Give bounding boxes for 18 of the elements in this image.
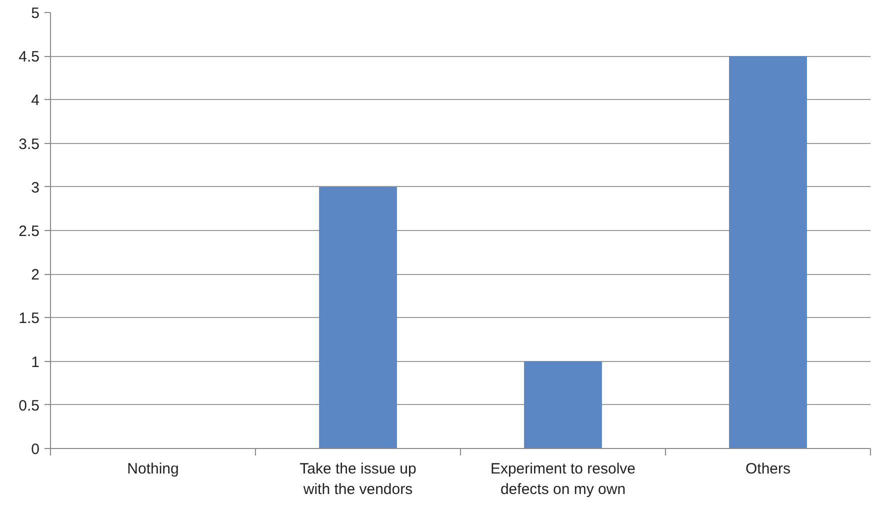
y-tick-label: 2 xyxy=(31,266,40,284)
y-tick-label: 4 xyxy=(31,92,40,110)
bar xyxy=(524,361,602,448)
x-tick-label: Nothing xyxy=(127,460,179,478)
y-tick-label: 5 xyxy=(31,5,40,22)
bar xyxy=(729,56,807,448)
x-tick-label: Others xyxy=(745,460,791,478)
y-tick-label: 0.5 xyxy=(18,397,40,414)
y-tick-label: 1 xyxy=(31,354,40,371)
bar xyxy=(319,186,397,448)
y-tick-label: 3 xyxy=(31,179,40,196)
y-tick-label: 0 xyxy=(31,441,40,458)
y-tick-label: 4.5 xyxy=(18,48,40,66)
x-tick-label: Experiment to resolve defects on my own xyxy=(490,460,636,498)
x-tick-label: Take the issue up with the vendors xyxy=(300,460,416,498)
y-tick-label: 1.5 xyxy=(18,310,40,328)
y-tick-label: 3.5 xyxy=(18,136,40,153)
y-tick-label: 2.5 xyxy=(18,223,40,240)
